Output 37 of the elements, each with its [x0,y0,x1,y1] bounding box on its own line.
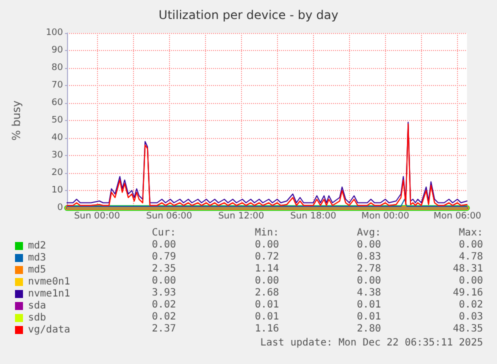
y-tick-label: 20 [52,168,64,178]
x-tick-label: Mon 06:00 [434,212,482,222]
y-tick-label: 40 [52,133,64,143]
y-tick-label: 10 [52,186,64,196]
x-tick-label: Sun 06:00 [146,212,192,222]
y-tick-label: 0 [57,203,64,213]
legend-label: vg/data [28,324,70,336]
y-axis-title: % busy [10,100,23,141]
y-tick-label: 60 [52,98,64,108]
text: 0.02 0.01 0.01 0.02 [152,300,483,310]
x-tick-label: Sun 12:00 [218,212,264,222]
y-tick-label: 50 [52,116,64,126]
y-tick-label: 80 [52,63,64,73]
text: 0.00 0.00 0.00 0.00 [152,240,483,250]
y-tick-label: 70 [52,80,64,90]
legend-label: md3 [28,252,46,264]
legend-label: sdb [28,312,46,324]
legend-label: nvme0n1 [28,276,70,288]
x-tick-label: Sun 18:00 [290,212,336,222]
x-tick-label: Sun 00:00 [74,212,120,222]
text: 3.93 2.68 4.38 49.16 [152,288,483,298]
y-tick-label: 90 [52,46,64,56]
text: 0.02 0.01 0.01 0.03 [152,312,483,322]
y-tick-label: 30 [52,150,64,160]
text: 0.00 0.00 0.00 0.00 [152,276,483,286]
text: Cur: Min: Avg: Max: [152,228,483,238]
text: Last update: Mon Dec 22 06:35:11 2025 [260,338,483,348]
text: 0.79 0.72 0.83 4.78 [152,252,483,262]
legend-label: md5 [28,264,46,276]
legend-label: sda [28,300,46,312]
chart-title: Utilization per device - by day [158,8,338,22]
text: 2.37 1.16 2.80 48.35 [152,324,483,334]
legend-label: nvme1n1 [28,288,70,300]
x-tick-label: Mon 00:00 [361,212,410,222]
text: 2.35 1.14 2.78 48.31 [152,264,483,274]
legend-label: md2 [28,240,46,252]
y-tick-label: 100 [46,28,64,38]
